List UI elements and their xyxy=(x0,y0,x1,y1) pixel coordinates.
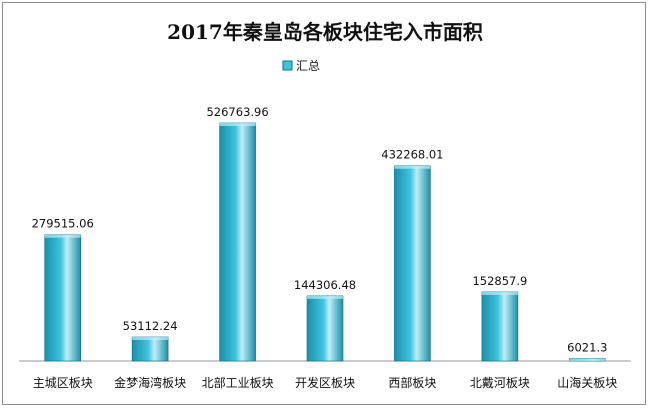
bar-highlight xyxy=(44,234,81,238)
legend: 汇总 xyxy=(282,59,320,73)
bar xyxy=(481,291,519,362)
x-tick-label: 主城区板块 xyxy=(33,376,93,390)
bar-chart: 2017年秦皇岛各板块住宅入市面积 汇总 279515.06 53112.24 52… xyxy=(19,20,631,390)
x-tick-label: 开发区板块 xyxy=(295,375,355,390)
bar xyxy=(306,295,344,362)
data-label: 6021.3 xyxy=(567,340,607,354)
legend-label: 汇总 xyxy=(296,59,320,73)
bar xyxy=(44,234,82,362)
bar xyxy=(219,122,256,362)
data-labels-group: 279515.06 53112.24 526763.96 144306.48 43226… xyxy=(32,105,608,354)
data-label: 144306.48 xyxy=(294,278,356,292)
bars-group xyxy=(44,122,606,362)
data-label: 53112.24 xyxy=(123,319,178,333)
x-tick-label: 北部工业板块 xyxy=(202,375,274,390)
x-tick-labels-group: 主城区板块 金梦海湾板块 北部工业板块 开发区板块 西部板块 北戴河板块 山海关板块 xyxy=(33,375,618,390)
x-tick-label: 金梦海湾板块 xyxy=(114,375,186,390)
x-tick-label: 西部板块 xyxy=(388,375,436,390)
chart-title: 2017年秦皇岛各板块住宅入市面积 xyxy=(167,20,483,44)
bar-highlight xyxy=(394,165,431,169)
bar xyxy=(394,165,431,362)
data-label: 279515.06 xyxy=(32,217,94,231)
data-label: 152857.9 xyxy=(472,274,527,288)
x-tick-label: 北戴河板块 xyxy=(470,375,530,390)
bar-highlight xyxy=(569,358,606,361)
data-label: 526763.96 xyxy=(206,105,268,119)
legend-swatch xyxy=(282,60,293,71)
bar-highlight xyxy=(132,337,169,340)
bar-highlight xyxy=(219,123,256,126)
bar-highlight xyxy=(307,295,343,299)
data-label: 432268.01 xyxy=(381,148,443,162)
x-tick-label: 山海关板块 xyxy=(557,375,617,390)
bar-highlight xyxy=(481,291,518,295)
bar xyxy=(131,336,169,362)
chart-frame: 2017年秦皇岛各板块住宅入市面积 汇总 279515.06 53112.24 52… xyxy=(2,2,646,405)
